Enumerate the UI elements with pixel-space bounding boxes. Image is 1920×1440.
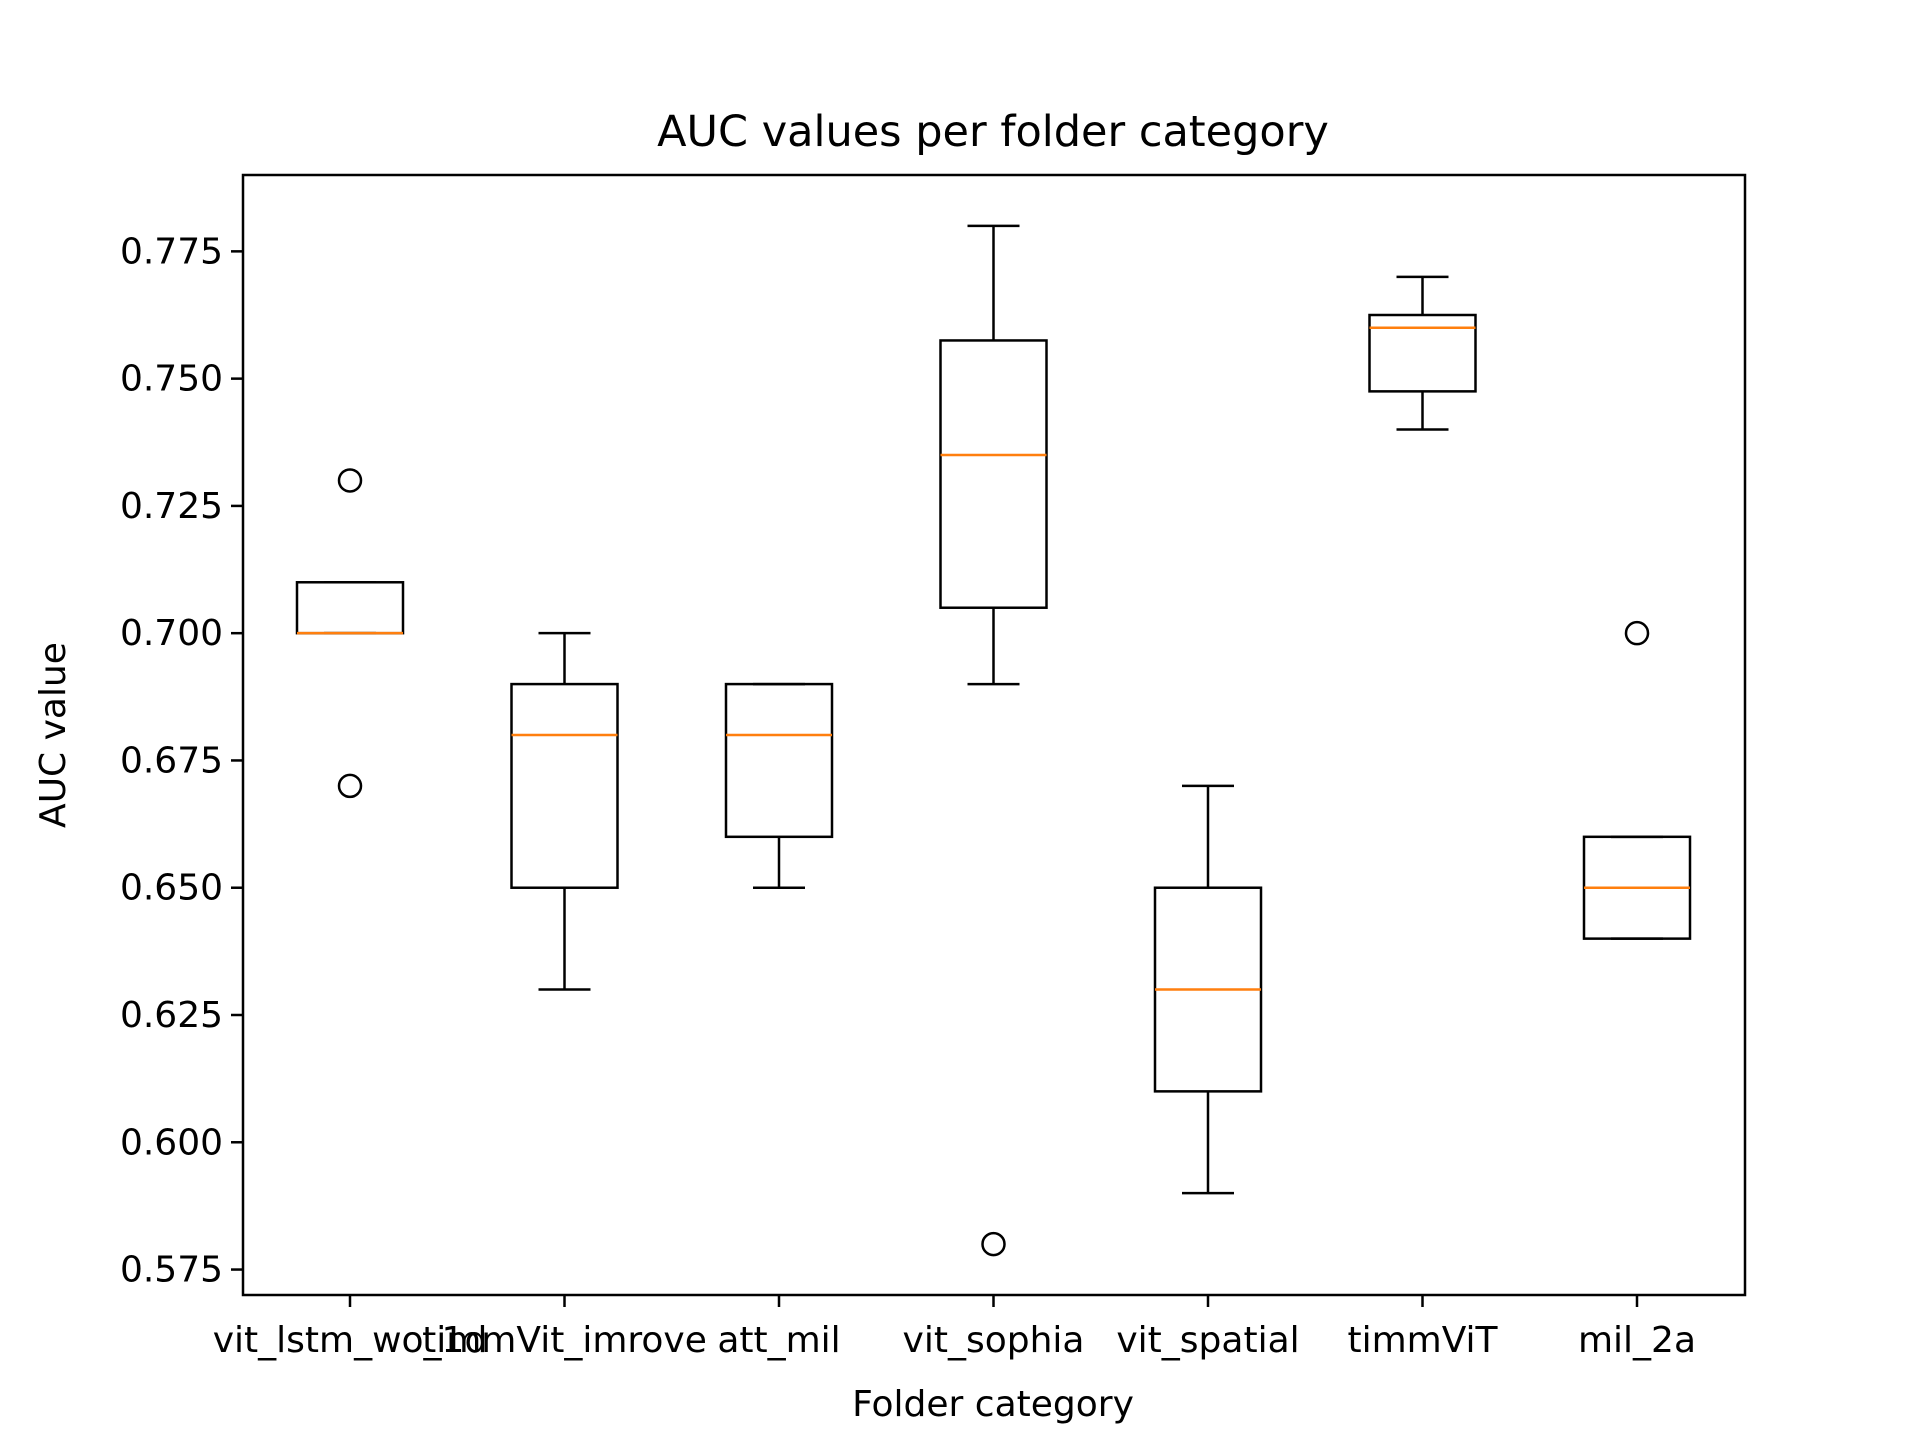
x-tick-label: vit_lstm_wo_1d (213, 1320, 488, 1361)
y-axis-label: AUC value (33, 642, 74, 828)
box-group (1582, 620, 1692, 940)
y-tick-label: 0.675 (120, 740, 223, 781)
box-iqr (510, 682, 619, 889)
x-tick-label: mil_2a (1578, 1320, 1696, 1361)
outlier-point (337, 468, 363, 493)
box-group (295, 468, 405, 799)
y-tick-label: 0.625 (120, 995, 223, 1036)
plot-frame (241, 173, 1747, 1297)
box-iqr (1368, 313, 1477, 393)
outlier-point (981, 1231, 1006, 1257)
box-iqr (295, 581, 405, 635)
box-iqr (724, 682, 834, 839)
y-tick-label: 0.700 (120, 613, 223, 654)
y-tick-label: 0.575 (120, 1250, 223, 1291)
y-tick-label: 0.600 (120, 1122, 223, 1163)
box-group (1368, 275, 1477, 431)
outlier-point (1624, 620, 1650, 646)
chart-title: AUC values per folder category (657, 107, 1329, 157)
box-group (724, 682, 834, 889)
y-tick-label: 0.725 (120, 486, 223, 527)
box-group (939, 224, 1048, 1257)
x-tick-label: timmViT (1347, 1320, 1498, 1361)
x-tick-label: vit_spatial (1116, 1320, 1299, 1361)
outlier-point (337, 773, 363, 799)
box-group (510, 631, 619, 991)
y-axis: 0.575 0.600 0.625 0.650 0.675 0.700 0.725 0.750… (120, 231, 243, 1291)
box-iqr (939, 339, 1048, 609)
plot-area (295, 224, 1692, 1257)
y-tick-label: 0.775 (120, 231, 223, 272)
x-axis-label: Folder category (852, 1384, 1134, 1425)
x-tick-label: att_mil (717, 1320, 840, 1361)
x-tick-label: vit_sophia (903, 1320, 1085, 1361)
box-group (1153, 784, 1263, 1195)
x-tick-label: timmVit_imrove (422, 1320, 707, 1361)
y-tick-label: 0.650 (120, 868, 223, 909)
y-tick-label: 0.750 (120, 359, 223, 400)
